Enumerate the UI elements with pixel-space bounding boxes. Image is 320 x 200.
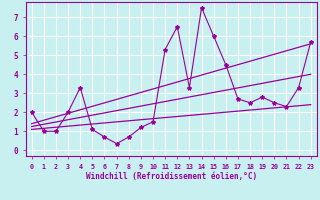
X-axis label: Windchill (Refroidissement éolien,°C): Windchill (Refroidissement éolien,°C) <box>86 172 257 181</box>
